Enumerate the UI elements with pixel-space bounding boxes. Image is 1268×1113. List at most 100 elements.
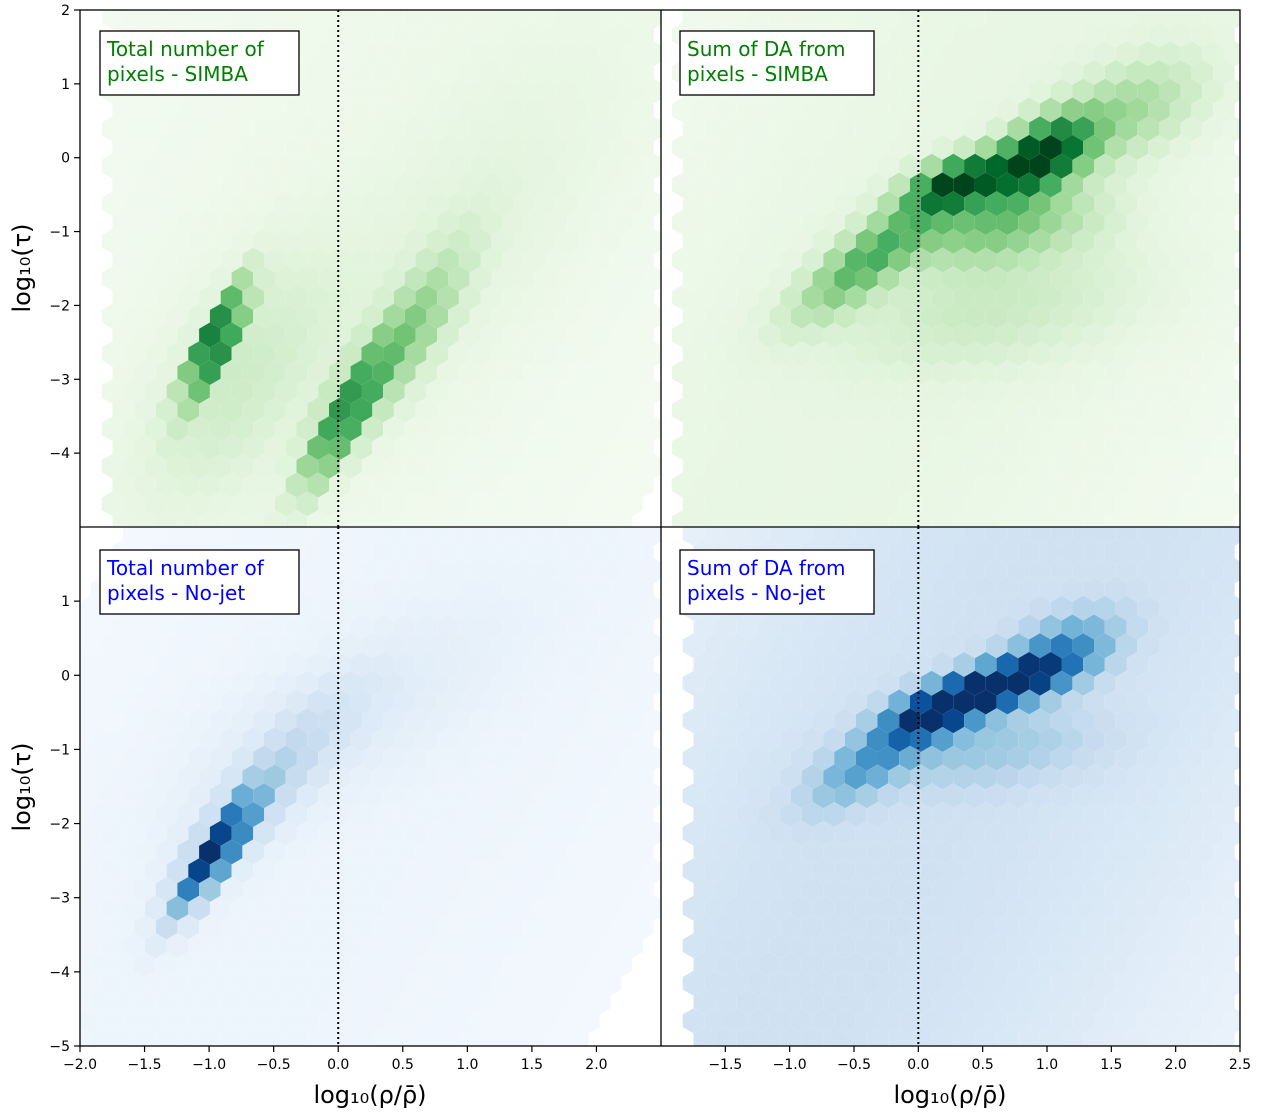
hexbin-cell [769,858,791,884]
hexbin-cell [523,952,546,977]
hexbin-cell [264,247,286,273]
hexbin-cell [1223,933,1240,959]
hexbin-cell [931,60,954,85]
hexbin-cell [90,877,113,902]
hexbin-cell [448,10,470,29]
hexbin-cell [80,633,102,659]
hexbin-cell [112,172,135,198]
hexbin-cell [642,341,661,367]
hexbin-cell [274,745,297,771]
hexbin-cell [1223,558,1240,584]
hexbin-cell [372,435,394,460]
hexbin-cell [199,97,221,123]
hexbin-cell [404,303,427,329]
hexbin-cell [1094,491,1116,517]
hexbin-cell [502,135,524,160]
hexbin-cell [682,783,705,809]
hexbin-cell [877,303,900,329]
hexbin-cell [1083,97,1105,123]
hexbin-cell [931,877,954,902]
hexbin-cell [610,397,633,423]
hexbin-cell [318,783,340,809]
hexbin-cell [361,970,384,996]
hexbin-cell [296,858,319,884]
hexbin-cell [145,633,167,659]
hexbin-cell [845,510,867,527]
hexbin-cell [1223,820,1240,846]
hexbin-cell [415,764,438,790]
hexbin-cell [642,116,661,142]
hexbin-cell [931,989,954,1015]
y-tick-label: 1 [61,594,70,610]
hexbin-cell [769,116,791,142]
hexbin-cell [736,285,759,310]
hexbin-cell [866,689,889,715]
hexbin-cell [437,577,459,602]
hexbin-cell [747,341,770,367]
hexbin-cell [1039,97,1062,123]
hexbin-cell [383,378,405,404]
hexbin-cell [931,247,954,273]
hexbin-cell [953,135,975,160]
hexbin-cell [155,360,178,385]
hexbin-cell [1029,633,1051,659]
hexbin-cell [899,10,921,29]
hexbin-cell [790,708,813,734]
hexbin-cell [1050,895,1073,921]
hexbin-cell [823,839,845,865]
hexbin-cell [1072,708,1094,734]
hexbin-cell [899,708,921,734]
hexbin-cell [877,858,900,884]
hexbin-cell [621,303,643,329]
hexbin-cell [491,970,513,996]
hexbin-cell [361,895,384,921]
hexbin-cell [1104,539,1127,565]
x-tick-label: 2.5 [1229,1057,1251,1073]
hexbin-cell [372,1027,394,1046]
hexbin-cell [1104,952,1127,977]
hexbin-cell [491,303,513,329]
hexbin-cell [1126,614,1149,640]
hexbin-cell [264,135,286,160]
hexbin-cell [715,914,737,940]
hexbin-cell [296,378,319,404]
hexbin-cell [1169,22,1192,48]
hexbin-cell [502,472,524,498]
hexbin-cell [1007,191,1030,217]
hexbin-cell [920,116,943,142]
hexbin-cell [610,435,633,460]
hexbin-cell [448,78,470,104]
hexbin-cell [642,191,661,217]
hexbin-cell [953,539,975,565]
hexbin-cell [758,652,781,677]
hexbin-cell [931,397,954,423]
hexbin-cell [1029,41,1051,67]
hexbin-cell [910,952,932,977]
hexbin-cell [339,303,362,329]
hexbin-cell [610,172,633,198]
hexbin-cell [671,247,694,273]
hexbin-cell [502,285,524,310]
hexbin-cell [209,378,232,404]
hexbin-cell [866,877,889,902]
hexbin-cell [1137,970,1159,996]
hexbin-cell [545,839,568,865]
hexbin-cell [556,558,578,584]
hexbin-cell [1180,228,1203,254]
hexbin-cell [502,1027,524,1046]
hexbin-cell [578,153,600,179]
hexbin-cell [458,877,481,902]
hexbin-cell [1180,491,1203,517]
hexbin-cell [383,228,405,254]
hexbin-cell [1039,435,1062,460]
hexbin-cell [621,116,643,142]
hexbin-cell [1126,510,1149,527]
hexbin-cell [426,820,449,846]
hexbin-cell [393,172,416,198]
hexbin-cell [253,933,275,959]
hexbin-cell [253,670,275,696]
hexbin-layer [80,527,661,1046]
hexbin-cell [1029,378,1051,404]
hexbin-cell [393,914,416,940]
hexbin-cell [610,727,633,752]
